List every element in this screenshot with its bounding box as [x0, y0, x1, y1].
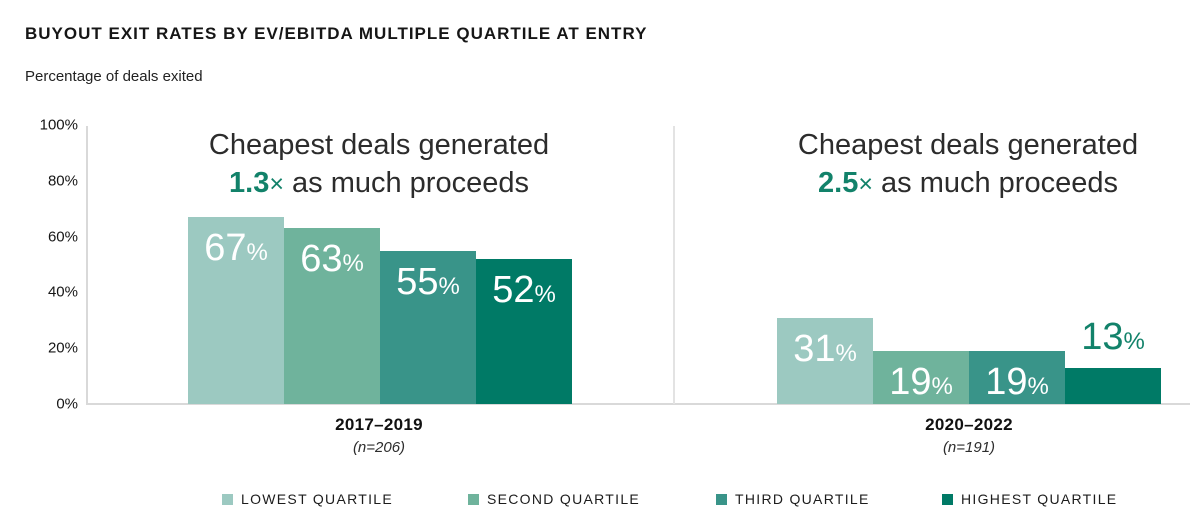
legend-item: HIGHEST QUARTILE: [942, 491, 1117, 507]
y-tick-label: 20%: [47, 339, 78, 357]
bar-second-quartile: [873, 351, 969, 404]
annotation-right-line1: Cheapest deals generated: [797, 129, 1139, 161]
y-tick-label: 60%: [47, 228, 78, 246]
legend-swatch-icon: [222, 493, 233, 505]
group-label-right: 2020–2022 (n=191): [839, 415, 1099, 456]
x-axis-line: [86, 403, 1190, 405]
y-tick-label: 80%: [47, 172, 78, 190]
annotation-right-multiple: 2.5: [818, 167, 859, 199]
annotation-left-line1: Cheapest deals generated: [208, 129, 550, 161]
annotation-left-times-symbol: ×: [269, 170, 284, 198]
group-label-left-n: (n=206): [352, 439, 406, 456]
annotation-left: Cheapest deals generated 1.3× as much pr…: [149, 126, 609, 203]
legend-label: THIRD QUARTILE: [735, 491, 870, 507]
page-title: BUYOUT EXIT RATES BY EV/EBITDA MULTIPLE …: [25, 24, 648, 43]
annotation-right: Cheapest deals generated 2.5× as much pr…: [738, 126, 1198, 203]
legend-label: LOWEST QUARTILE: [241, 491, 394, 507]
annotation-left-line2: 1.3× as much proceeds: [149, 164, 609, 203]
legend-item: SECOND QUARTILE: [468, 491, 640, 507]
group-label-right-n: (n=191): [942, 439, 996, 456]
bar-highest-quartile: [476, 259, 572, 404]
annotation-left-multiple: 1.3: [229, 167, 270, 199]
bar-value-label: 19%: [985, 361, 1049, 403]
legend-swatch-icon: [468, 493, 479, 505]
bar-lowest-quartile: [777, 318, 873, 404]
bar-second-quartile: [284, 228, 380, 404]
y-tick-label: 100%: [39, 116, 78, 134]
bar-value-label: 52%: [492, 269, 556, 311]
legend-swatch-icon: [942, 493, 953, 505]
panel-divider-line: [673, 126, 675, 404]
legend-label: HIGHEST QUARTILE: [961, 491, 1118, 507]
annotation-left-suffix: as much proceeds: [283, 167, 529, 199]
y-tick-label: 40%: [47, 283, 78, 301]
bar-value-label: 63%: [300, 238, 364, 280]
bar-value-label: 13%: [1081, 316, 1145, 358]
annotation-right-times-symbol: ×: [858, 170, 873, 198]
legend-swatch-icon: [716, 493, 727, 505]
group-label-left: 2017–2019 (n=206): [249, 415, 509, 456]
bar-value-label: 19%: [889, 361, 953, 403]
bar-lowest-quartile: [188, 217, 284, 404]
annotation-right-suffix: as much proceeds: [872, 167, 1118, 199]
y-axis-line: [86, 126, 88, 404]
bar-third-quartile: [380, 251, 476, 404]
group-label-left-years: 2017–2019: [335, 415, 423, 434]
y-tick-label: 0%: [56, 395, 78, 413]
bar-highest-quartile: [1065, 368, 1161, 404]
annotation-right-line2: 2.5× as much proceeds: [738, 164, 1198, 203]
group-label-right-years: 2020–2022: [925, 415, 1013, 434]
chart-ylabel: Percentage of deals exited: [25, 68, 203, 85]
bar-value-label: 67%: [204, 227, 268, 269]
bar-value-label: 31%: [793, 328, 857, 370]
legend-item: THIRD QUARTILE: [716, 491, 870, 507]
bar-third-quartile: [969, 351, 1065, 404]
bar-value-label: 55%: [396, 261, 460, 303]
legend-item: LOWEST QUARTILE: [222, 491, 393, 507]
legend-label: SECOND QUARTILE: [487, 491, 641, 507]
